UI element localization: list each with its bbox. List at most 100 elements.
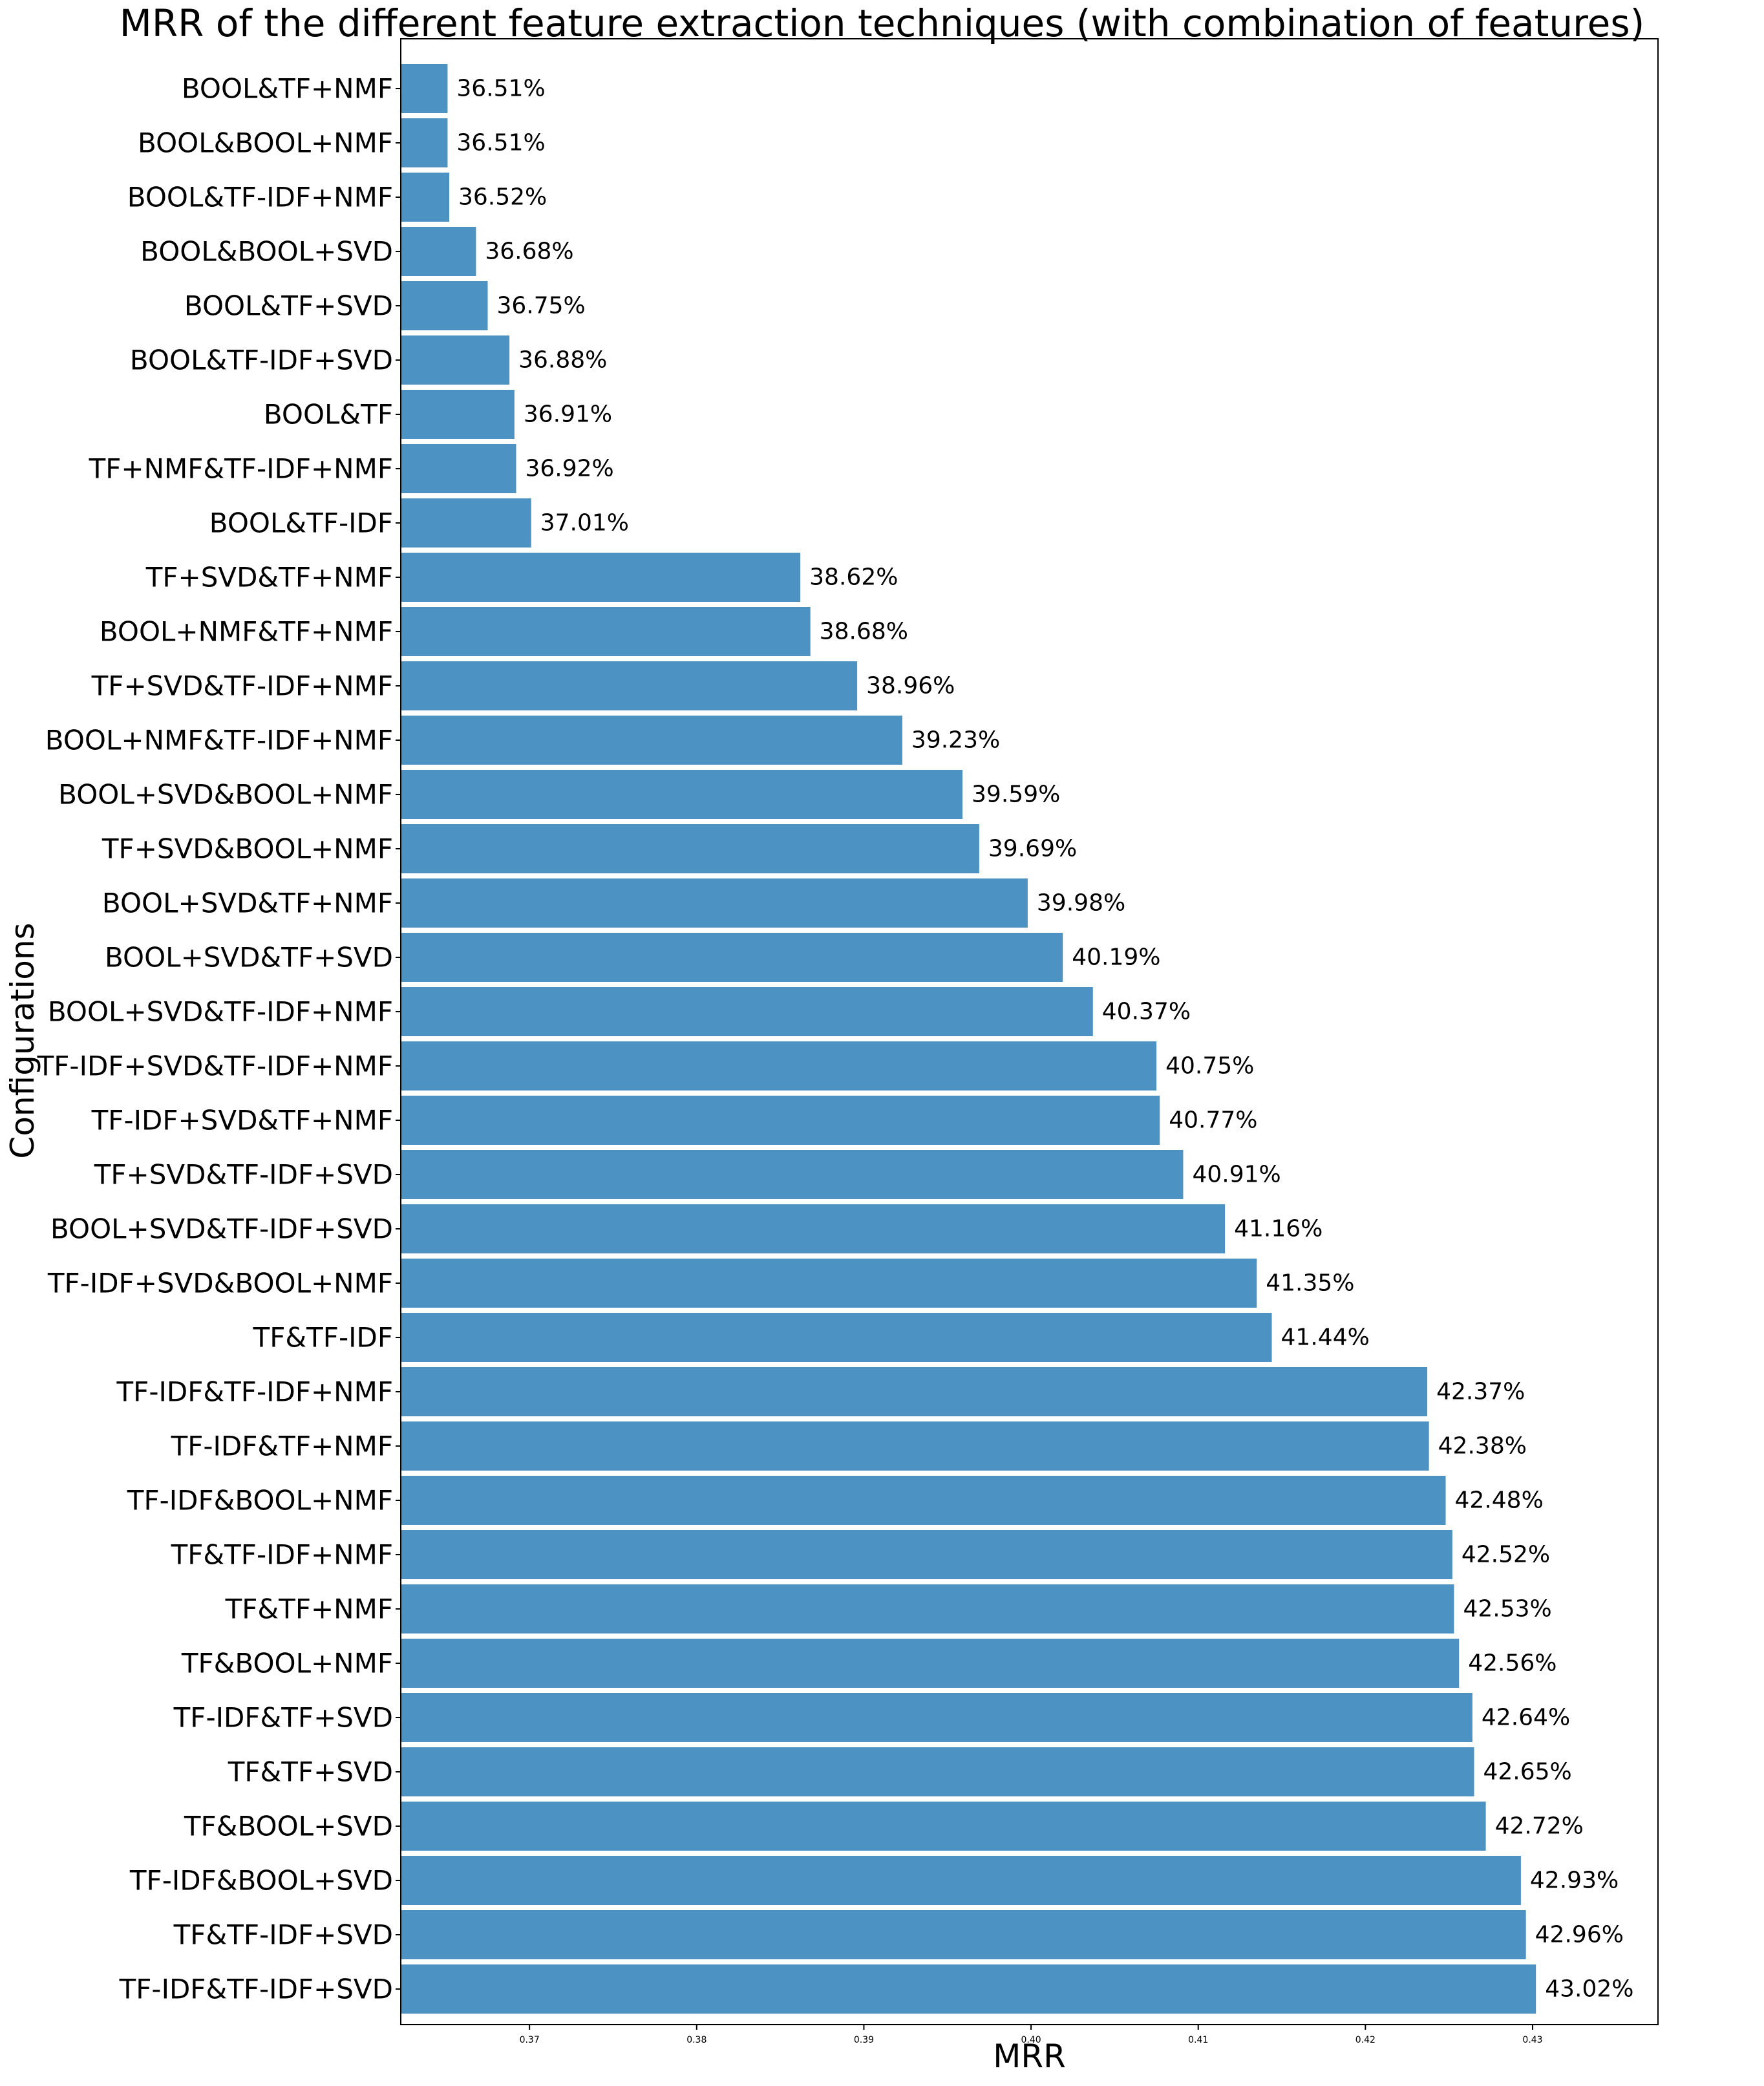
- bar-13: [401, 770, 963, 819]
- chart-title: MRR of the different feature extraction …: [119, 1, 1645, 45]
- plot-frame: [400, 38, 1659, 2025]
- bar-26: [401, 1476, 1446, 1525]
- y-tick-label-3: BOOL&BOOL+SVD: [140, 236, 393, 268]
- y-tick-label-11: TF+SVD&TF-IDF+NMF: [91, 670, 393, 702]
- y-tick-label-17: BOOL+SVD&TF-IDF+NMF: [48, 996, 393, 1028]
- y-tick-label-1: BOOL&BOOL+NMF: [138, 127, 393, 159]
- x-tick-label-4: 0.41: [1188, 2035, 1208, 2045]
- bar-33: [401, 1856, 1521, 1905]
- y-tick-label-27: TF&TF-IDF+NMF: [171, 1539, 393, 1571]
- data-label-31: 42.65%: [1483, 1759, 1571, 1785]
- y-tick-label-7: TF+NMF&TF-IDF+NMF: [89, 453, 393, 485]
- y-tick-label-25: TF-IDF&TF+NMF: [171, 1431, 393, 1462]
- bar-32: [401, 1802, 1486, 1851]
- bar-9: [401, 553, 801, 602]
- data-label-10: 38.68%: [820, 619, 908, 645]
- data-label-15: 39.98%: [1037, 890, 1125, 917]
- bar-14: [401, 824, 979, 873]
- bar-10: [401, 607, 811, 656]
- data-label-2: 36.52%: [458, 184, 547, 211]
- data-label-8: 37.01%: [540, 510, 629, 537]
- x-axis-label: MRR: [993, 2038, 1066, 2075]
- data-label-27: 42.52%: [1461, 1542, 1550, 1568]
- y-tick-label-33: TF-IDF&BOOL+SVD: [129, 1865, 393, 1897]
- x-tick-layer: 0.37 0.38 0.39 0.40 0.41 0.42 0.43: [520, 2025, 1543, 2045]
- y-tick-label-23: TF&TF-IDF: [253, 1322, 393, 1354]
- y-tick-label-10: BOOL+NMF&TF+NMF: [100, 616, 393, 648]
- data-label-33: 42.93%: [1530, 1868, 1619, 1894]
- data-label-4: 36.75%: [496, 293, 585, 319]
- y-tick-label-31: TF&TF+SVD: [228, 1756, 393, 1788]
- data-label-30: 42.64%: [1482, 1705, 1570, 1731]
- y-tick-label-22: TF-IDF+SVD&BOOL+NMF: [47, 1268, 393, 1299]
- x-tick-label-6: 0.43: [1522, 2035, 1542, 2045]
- data-label-11: 38.96%: [866, 673, 955, 699]
- y-tick-label-24: TF-IDF&TF-IDF+NMF: [116, 1376, 393, 1408]
- y-tick-label-16: BOOL+SVD&TF+SVD: [105, 942, 393, 974]
- y-tick-label-14: TF+SVD&BOOL+NMF: [101, 833, 393, 865]
- bar-3: [401, 227, 476, 276]
- data-label-21: 41.16%: [1234, 1216, 1323, 1242]
- data-label-5: 36.88%: [518, 347, 607, 374]
- bar-34: [401, 1910, 1526, 1959]
- y-tick-label-32: TF&BOOL+SVD: [184, 1811, 393, 1842]
- bar-31: [401, 1747, 1474, 1796]
- y-tick-label-29: TF&BOOL+NMF: [181, 1648, 393, 1679]
- bar-1: [401, 118, 448, 167]
- data-label-25: 42.38%: [1438, 1433, 1527, 1460]
- data-label-29: 42.56%: [1468, 1650, 1557, 1677]
- bar-8: [401, 498, 531, 548]
- data-label-1: 36.51%: [456, 130, 545, 156]
- y-tick-label-13: BOOL+SVD&BOOL+NMF: [58, 779, 393, 811]
- data-label-6: 36.91%: [524, 401, 612, 428]
- data-label-35: 43.02%: [1545, 1976, 1633, 2003]
- y-tick-label-8: BOOL&TF-IDF: [209, 507, 393, 539]
- y-tick-label-28: TF&TF+NMF: [225, 1593, 393, 1625]
- data-label-18: 40.75%: [1165, 1053, 1254, 1080]
- bar-30: [401, 1693, 1472, 1742]
- x-tick-label-1: 0.38: [686, 2035, 707, 2045]
- bar-17: [401, 987, 1093, 1036]
- bar-28: [401, 1584, 1454, 1634]
- bar-23: [401, 1313, 1272, 1362]
- bar-27: [401, 1530, 1452, 1579]
- y-tick-label-9: TF+SVD&TF+NMF: [145, 562, 393, 593]
- x-tick-label-2: 0.39: [854, 2035, 874, 2045]
- y-tick-label-2: BOOL&TF-IDF+NMF: [127, 182, 393, 213]
- x-tick-label-0: 0.37: [520, 2035, 540, 2045]
- bar-11: [401, 661, 858, 710]
- bar-12: [401, 716, 902, 765]
- y-tick-layer: BOOL&TF+NMF BOOL&BOOL+NMF BOOL&TF-IDF+NMF B…: [37, 73, 401, 2005]
- y-tick-label-30: TF-IDF&TF+SVD: [173, 1702, 393, 1734]
- bar-6: [401, 390, 515, 439]
- y-tick-label-26: TF-IDF&BOOL+NMF: [127, 1485, 393, 1517]
- data-label-17: 40.37%: [1102, 999, 1191, 1025]
- data-label-3: 36.68%: [485, 239, 573, 265]
- y-tick-label-15: BOOL+SVD&TF+NMF: [102, 888, 393, 919]
- bar-22: [401, 1259, 1257, 1308]
- data-label-14: 39.69%: [988, 836, 1077, 862]
- y-tick-label-21: BOOL+SVD&TF-IDF+SVD: [50, 1213, 393, 1245]
- bar-7: [401, 444, 516, 493]
- y-tick-label-34: TF&TF-IDF+SVD: [173, 1919, 393, 1951]
- data-label-0: 36.51%: [456, 76, 545, 102]
- data-label-26: 42.48%: [1455, 1487, 1544, 1514]
- data-label-13: 39.59%: [972, 782, 1060, 808]
- y-tick-label-12: BOOL+NMF&TF-IDF+NMF: [45, 725, 393, 756]
- data-label-34: 42.96%: [1535, 1922, 1624, 1948]
- bar-24: [401, 1367, 1428, 1416]
- bar-15: [401, 878, 1028, 928]
- data-label-20: 40.91%: [1192, 1162, 1280, 1188]
- bar-19: [401, 1096, 1160, 1145]
- data-label-32: 42.72%: [1495, 1813, 1584, 1840]
- x-tick-label-5: 0.42: [1355, 2035, 1376, 2045]
- bar-2: [401, 173, 450, 222]
- y-tick-label-5: BOOL&TF-IDF+SVD: [130, 345, 393, 376]
- bars-layer: [401, 64, 1536, 2014]
- data-label-9: 38.62%: [809, 564, 898, 591]
- data-label-23: 41.44%: [1281, 1325, 1370, 1351]
- bar-4: [401, 281, 488, 330]
- data-label-19: 40.77%: [1169, 1107, 1257, 1134]
